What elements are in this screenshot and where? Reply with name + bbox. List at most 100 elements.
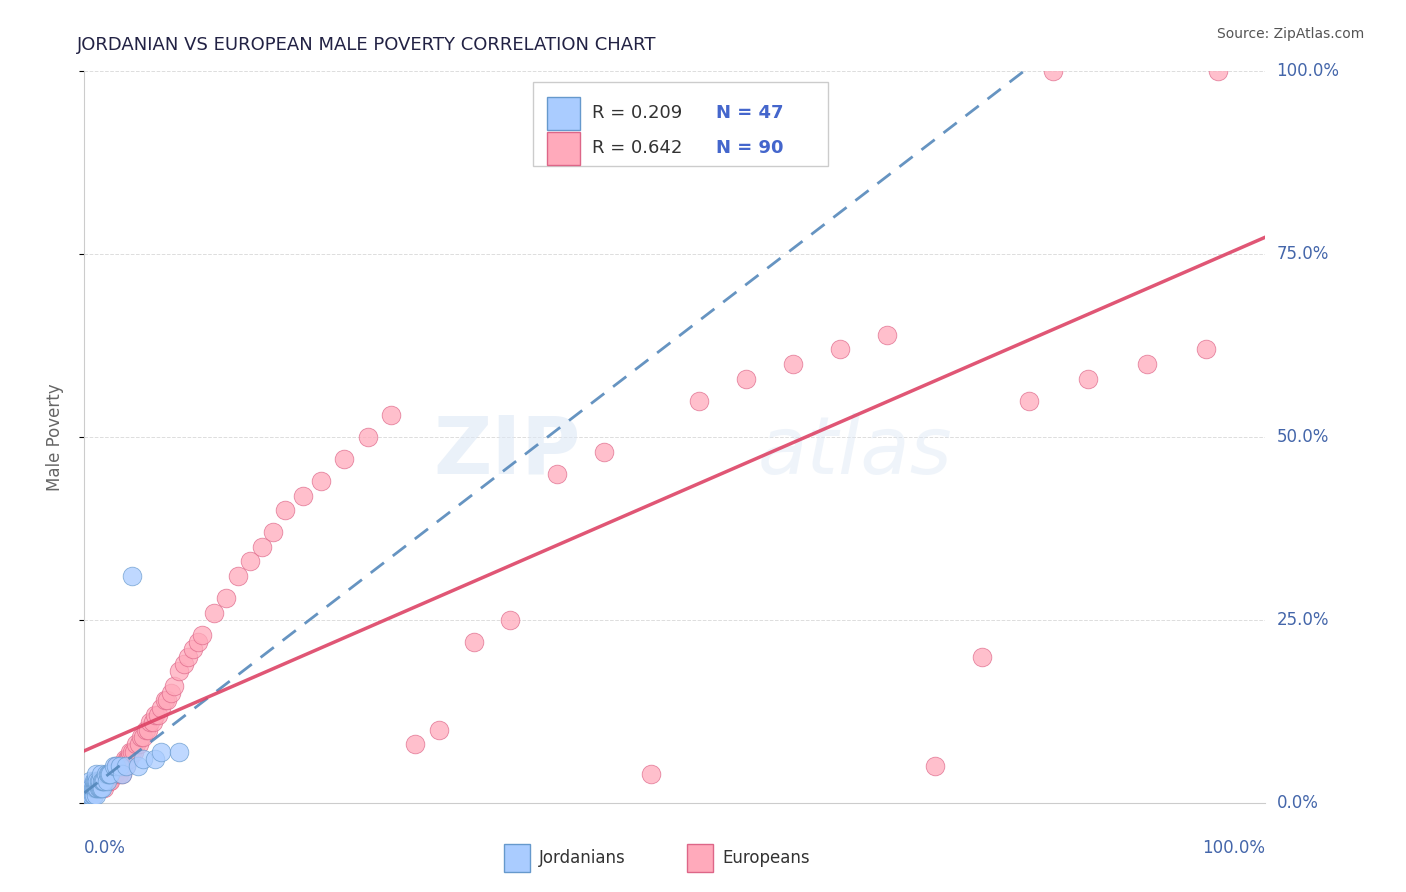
Point — [79, 781, 101, 796]
Text: 50.0%: 50.0% — [1277, 428, 1329, 446]
Point — [87, 773, 110, 788]
Point — [93, 781, 115, 796]
Point — [105, 759, 128, 773]
Point — [86, 773, 108, 788]
Point — [107, 766, 129, 780]
Point — [546, 467, 568, 481]
FancyBboxPatch shape — [686, 844, 713, 871]
Point — [215, 591, 238, 605]
Point — [91, 773, 114, 788]
Point — [291, 489, 314, 503]
Point — [91, 773, 114, 788]
Point — [84, 781, 107, 796]
FancyBboxPatch shape — [503, 844, 530, 871]
Point — [135, 723, 157, 737]
Text: ZIP: ZIP — [433, 413, 581, 491]
Text: N = 90: N = 90 — [716, 139, 783, 157]
Point — [83, 789, 105, 803]
Point — [115, 752, 138, 766]
Point — [97, 766, 120, 780]
Point — [82, 781, 104, 796]
Text: 75.0%: 75.0% — [1277, 245, 1329, 263]
Point — [98, 773, 121, 788]
Point — [89, 773, 111, 788]
Point — [79, 781, 101, 796]
Point — [120, 745, 142, 759]
Point — [111, 766, 134, 780]
Point — [688, 393, 710, 408]
Point — [970, 649, 993, 664]
Point — [593, 444, 616, 458]
Point — [107, 759, 129, 773]
Point — [105, 759, 128, 773]
Point — [117, 752, 139, 766]
Point — [156, 693, 179, 707]
Point — [132, 752, 155, 766]
Point — [91, 773, 114, 788]
Point — [82, 781, 104, 796]
Point — [83, 773, 105, 788]
Point — [91, 773, 114, 788]
Point — [84, 773, 107, 788]
Point — [103, 766, 125, 780]
Point — [876, 327, 898, 342]
Point — [262, 525, 284, 540]
Point — [84, 781, 107, 796]
Point — [167, 664, 190, 678]
Point — [159, 686, 181, 700]
Point — [77, 789, 100, 803]
Point — [98, 766, 121, 780]
Point — [191, 627, 214, 641]
Point — [79, 773, 101, 788]
Point — [187, 635, 209, 649]
FancyBboxPatch shape — [547, 132, 581, 165]
Point — [83, 781, 105, 796]
Point — [97, 766, 120, 780]
Point — [143, 708, 166, 723]
Point — [100, 766, 122, 780]
Text: 100.0%: 100.0% — [1202, 839, 1265, 857]
Point — [84, 789, 107, 803]
Point — [90, 766, 112, 780]
Text: atlas: atlas — [758, 413, 952, 491]
Point — [1018, 393, 1040, 408]
Point — [84, 766, 107, 780]
Text: 100.0%: 100.0% — [1277, 62, 1340, 80]
Point — [94, 766, 117, 780]
Text: N = 47: N = 47 — [716, 104, 783, 122]
Point — [1195, 343, 1218, 357]
Point — [136, 723, 159, 737]
Point — [111, 766, 134, 780]
Point — [114, 759, 136, 773]
Point — [108, 759, 131, 773]
Point — [250, 540, 273, 554]
Y-axis label: Male Poverty: Male Poverty — [45, 384, 63, 491]
Text: R = 0.642: R = 0.642 — [592, 139, 682, 157]
Point — [1136, 357, 1159, 371]
Point — [93, 773, 115, 788]
Point — [86, 781, 108, 796]
Point — [121, 569, 143, 583]
Point — [226, 569, 249, 583]
Point — [239, 554, 262, 568]
Point — [129, 730, 152, 744]
Point — [1206, 64, 1229, 78]
Point — [150, 700, 173, 714]
Point — [90, 781, 112, 796]
Point — [202, 606, 225, 620]
Point — [98, 766, 121, 780]
Point — [114, 759, 136, 773]
Point — [118, 752, 141, 766]
Point — [77, 789, 100, 803]
FancyBboxPatch shape — [533, 82, 828, 167]
Text: 0.0%: 0.0% — [1277, 794, 1319, 812]
Point — [132, 730, 155, 744]
Point — [80, 789, 103, 803]
Point — [640, 766, 662, 780]
Point — [181, 642, 204, 657]
Text: 0.0%: 0.0% — [84, 839, 127, 857]
Point — [782, 357, 804, 371]
Point — [86, 773, 108, 788]
Point — [163, 679, 186, 693]
Point — [77, 781, 100, 796]
